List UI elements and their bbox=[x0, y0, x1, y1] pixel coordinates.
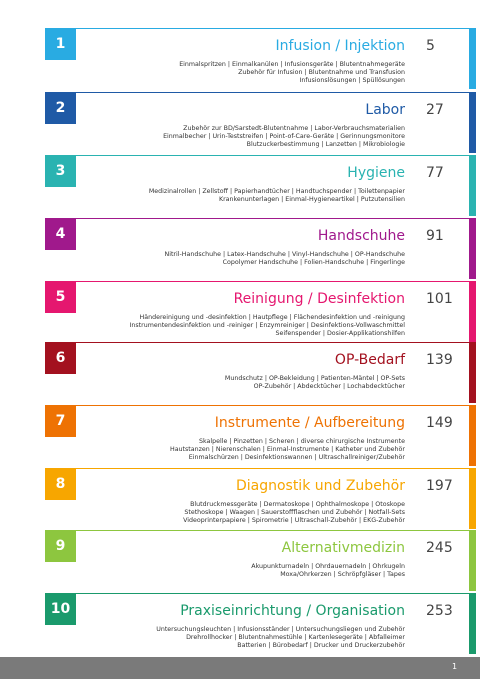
toc-section: 8 Diagnostik und Zubehör 197 Blutdruckmessg… bbox=[45, 468, 476, 530]
section-description: Blutdruckmessgeräte | Dermatoskope | Oph… bbox=[183, 501, 405, 525]
toc-section: 6 OP-Bedarf 139 Mundschutz | OP-Bekleidung … bbox=[45, 342, 476, 404]
side-bar bbox=[469, 28, 476, 89]
footer-bar: 1 bbox=[0, 657, 480, 679]
description-line: Einmalschürzen | Desinfektionswannen | U… bbox=[188, 454, 405, 461]
section-number: 9 bbox=[45, 530, 76, 562]
page-number: 77 bbox=[426, 165, 444, 181]
description-line: Drehrollhocker | Blutentnahmestühle | Ka… bbox=[186, 634, 405, 641]
section-number: 4 bbox=[45, 218, 76, 250]
toc-section: 5 Reinigung / Desinfektion 101 Händereinigu… bbox=[45, 281, 476, 343]
side-bar bbox=[469, 468, 476, 529]
description-line: Moxa/Ohrkerzen | Schröpfgläser | Tapes bbox=[280, 571, 405, 578]
description-line: Händereinigung und -desinfektion | Hautp… bbox=[139, 314, 406, 321]
section-title: Praxiseinrichtung / Organisation bbox=[180, 603, 405, 619]
description-line: Copolymer Handschuhe | Folien-Handschuhe… bbox=[222, 259, 405, 266]
section-number: 2 bbox=[45, 92, 76, 124]
section-description: Mundschutz | OP-Bekleidung | Patienten-M… bbox=[225, 375, 405, 391]
section-title: Hygiene bbox=[347, 165, 405, 181]
description-line: Hautstanzen | Nierenschalen | Einmal-Ins… bbox=[169, 446, 405, 453]
section-description: Händereinigung und -desinfektion | Hautp… bbox=[130, 314, 405, 338]
section-title: OP-Bedarf bbox=[334, 352, 405, 368]
divider-line bbox=[45, 405, 476, 406]
description-line: Skalpelle | Pinzetten | Scheren | divers… bbox=[198, 438, 405, 445]
description-line: Seifenspender | Dosier-Applikationshilfe… bbox=[275, 330, 405, 337]
section-description: Untersuchungsleuchten | Infusionsständer… bbox=[156, 626, 405, 650]
toc-section: 2 Labor 27 Zubehör zur BD/Sarstedt-Blutentn… bbox=[45, 92, 476, 154]
description-line: Zubehör zur BD/Sarstedt-Blutentnahme | L… bbox=[183, 125, 405, 132]
section-number: 3 bbox=[45, 155, 76, 187]
side-bar bbox=[469, 281, 476, 342]
page-number: 253 bbox=[426, 603, 453, 619]
section-title: Alternativmedizin bbox=[281, 540, 405, 556]
description-line: Zubehör für Infusion | Blutentnahme und … bbox=[238, 69, 405, 76]
section-title: Diagnostik und Zubehör bbox=[235, 478, 405, 494]
section-title: Infusion / Injektion bbox=[275, 38, 405, 54]
description-line: OP-Zubehör | Abdecktücher | Lochabdecktü… bbox=[253, 383, 405, 390]
page-number: 5 bbox=[426, 38, 435, 54]
side-bar bbox=[469, 92, 476, 153]
footer-page-number: 1 bbox=[452, 662, 458, 671]
section-number: 8 bbox=[45, 468, 76, 500]
description-line: Blutdruckmessgeräte | Dermatoskope | Oph… bbox=[190, 501, 405, 508]
page-number: 101 bbox=[426, 291, 453, 307]
description-line: Infusionslösungen | Spüllösungen bbox=[299, 77, 405, 84]
section-number: 5 bbox=[45, 281, 76, 313]
divider-line bbox=[45, 281, 476, 282]
toc-section: 7 Instrumente / Aufbereitung 149 Skalpelle … bbox=[45, 405, 476, 467]
toc-section: 3 Hygiene 77 Medizinalrollen | Zellstoff | … bbox=[45, 155, 476, 217]
section-description: Zubehör zur BD/Sarstedt-Blutentnahme | L… bbox=[163, 125, 405, 149]
description-line: Krankenunterlagen | Einmal-Hygieneartike… bbox=[218, 196, 405, 203]
section-description: Einmalspritzen | Einmalkanülen | Infusio… bbox=[179, 61, 405, 85]
description-line: Nitril-Handschuhe | Latex-Handschuhe | V… bbox=[164, 251, 406, 258]
description-line: Akupunkturnadeln | Ohrdauernadeln | Ohrk… bbox=[251, 563, 405, 570]
page-number: 27 bbox=[426, 102, 444, 118]
description-line: Instrumentendesinfektion und -reiniger |… bbox=[129, 322, 405, 329]
page-number: 245 bbox=[426, 540, 453, 556]
description-line: Batterien | Bürobedarf | Drucker und Dru… bbox=[237, 642, 405, 649]
description-line: Untersuchungsleuchten | Infusionsständer… bbox=[156, 626, 405, 633]
divider-line bbox=[45, 530, 476, 531]
divider-line bbox=[45, 92, 476, 93]
section-title: Labor bbox=[365, 102, 405, 118]
section-number: 10 bbox=[45, 593, 76, 625]
side-bar bbox=[469, 155, 476, 216]
divider-line bbox=[45, 155, 476, 156]
divider-line bbox=[45, 342, 476, 343]
section-title: Reinigung / Desinfektion bbox=[233, 291, 405, 307]
description-line: Einmalspritzen | Einmalkanülen | Infusio… bbox=[179, 61, 405, 68]
divider-line bbox=[45, 218, 476, 219]
section-description: Akupunkturnadeln | Ohrdauernadeln | Ohrk… bbox=[251, 563, 405, 579]
side-bar bbox=[469, 218, 476, 279]
section-number: 1 bbox=[45, 28, 76, 60]
toc-section: 10 Praxiseinrichtung / Organisation 253 Unt… bbox=[45, 593, 476, 655]
section-description: Skalpelle | Pinzetten | Scheren | divers… bbox=[170, 438, 405, 462]
side-bar bbox=[469, 342, 476, 403]
section-number: 6 bbox=[45, 342, 76, 374]
description-line: Medizinalrollen | Zellstoff | Papierhand… bbox=[148, 188, 405, 195]
description-line: Mundschutz | OP-Bekleidung | Patienten-M… bbox=[224, 375, 405, 382]
side-bar bbox=[469, 593, 476, 654]
page-number: 149 bbox=[426, 415, 453, 431]
description-line: Stethoskope | Waagen | Sauerstoffflasche… bbox=[184, 509, 405, 516]
toc-section: 9 Alternativmedizin 245 Akupunkturnadeln | … bbox=[45, 530, 476, 592]
page-number: 139 bbox=[426, 352, 453, 368]
side-bar bbox=[469, 405, 476, 466]
page-number: 197 bbox=[426, 478, 453, 494]
page-number: 91 bbox=[426, 228, 444, 244]
section-title: Handschuhe bbox=[317, 228, 405, 244]
description-line: Videoprinterpapiere | Spirometrie | Ultr… bbox=[183, 517, 405, 524]
toc-section: 1 Infusion / Injektion 5 Einmalspritzen | E… bbox=[45, 28, 476, 90]
divider-line bbox=[45, 593, 476, 594]
section-title: Instrumente / Aufbereitung bbox=[214, 415, 405, 431]
description-line: Blutzuckerbestimmung | Lanzetten | Mikro… bbox=[246, 141, 405, 148]
description-line: Einmalbecher | Urin-Teststreifen | Point… bbox=[163, 133, 405, 140]
section-number: 7 bbox=[45, 405, 76, 437]
section-description: Nitril-Handschuhe | Latex-Handschuhe | V… bbox=[165, 251, 406, 267]
section-description: Medizinalrollen | Zellstoff | Papierhand… bbox=[149, 188, 405, 204]
divider-line bbox=[45, 28, 476, 29]
side-bar bbox=[469, 530, 476, 591]
toc-section: 4 Handschuhe 91 Nitril-Handschuhe | Latex-H… bbox=[45, 218, 476, 280]
divider-line bbox=[45, 468, 476, 469]
